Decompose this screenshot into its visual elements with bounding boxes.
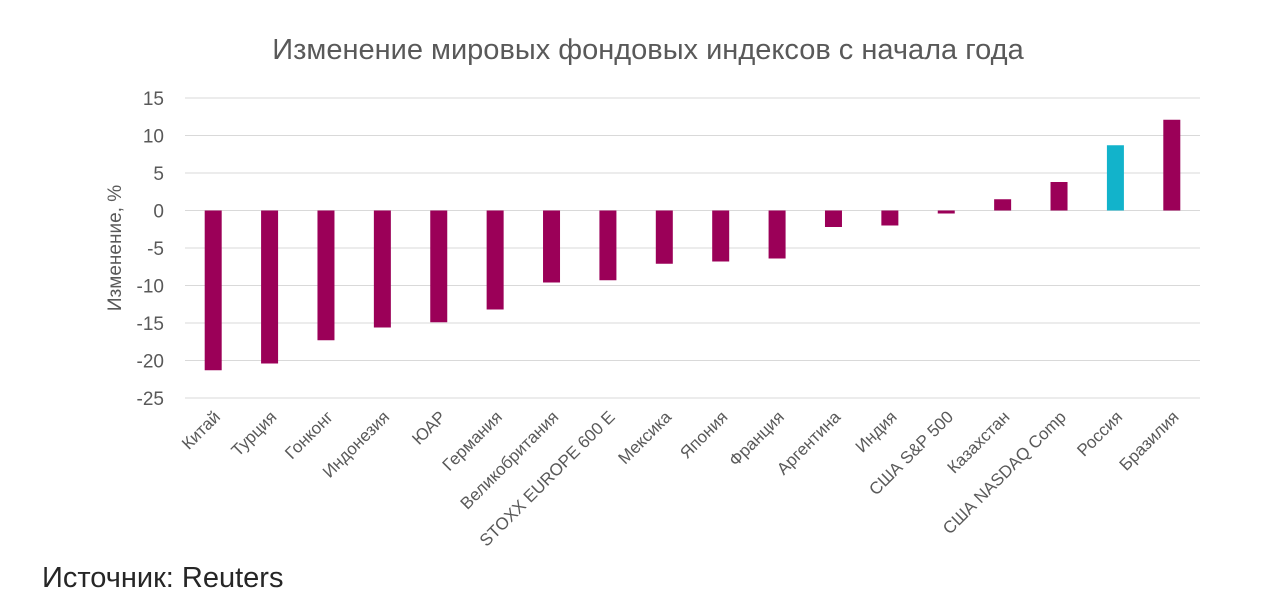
source-note: Источник: Reuters [42,562,284,594]
bar [824,210,842,227]
x-category-label: Индия [852,407,901,456]
y-tick-label: -15 [137,314,164,335]
y-tick-label: 15 [143,89,164,110]
bar [430,210,448,323]
y-tick-label: 5 [153,164,164,185]
chart-title: Изменение мировых фондовых индексов с на… [272,34,1024,66]
bar [1163,119,1181,211]
y-tick-label: -5 [147,239,164,260]
bar [317,210,335,341]
x-category-label: Мексика [615,407,676,468]
x-category-label: Япония [676,407,731,462]
y-tick-label: -10 [137,277,164,298]
bar [937,210,955,214]
bar [373,210,391,328]
y-tick-label: 10 [143,127,164,148]
bar [261,210,279,364]
x-category-label: Турция [228,407,281,460]
x-category-label: Гонконг [281,407,337,463]
y-tick-label: -25 [137,389,164,410]
y-axis-label: Изменение, % [105,185,126,311]
bar [655,210,673,264]
x-category-label: Китай [178,407,224,453]
bar [768,210,786,259]
bar [599,210,617,281]
bar [1106,145,1124,211]
gridlines [185,97,1200,399]
x-category-label: Россия [1073,407,1126,460]
bar [204,210,222,371]
bar [881,210,899,226]
bar [712,210,730,262]
bar [543,210,561,283]
bar [486,210,504,310]
x-category-label: Бразилия [1116,407,1183,474]
bars [204,119,1181,371]
bar [1050,182,1068,211]
x-category-label: Великобритания [457,407,563,513]
bar [994,199,1012,211]
x-category-label: ЮАР [408,407,449,448]
y-tick-label: -20 [137,352,164,373]
y-tick-label: 0 [153,202,164,223]
y-axis-ticks: 15 10 5 0 -5 -10 -15 -20 -25 [137,89,164,410]
